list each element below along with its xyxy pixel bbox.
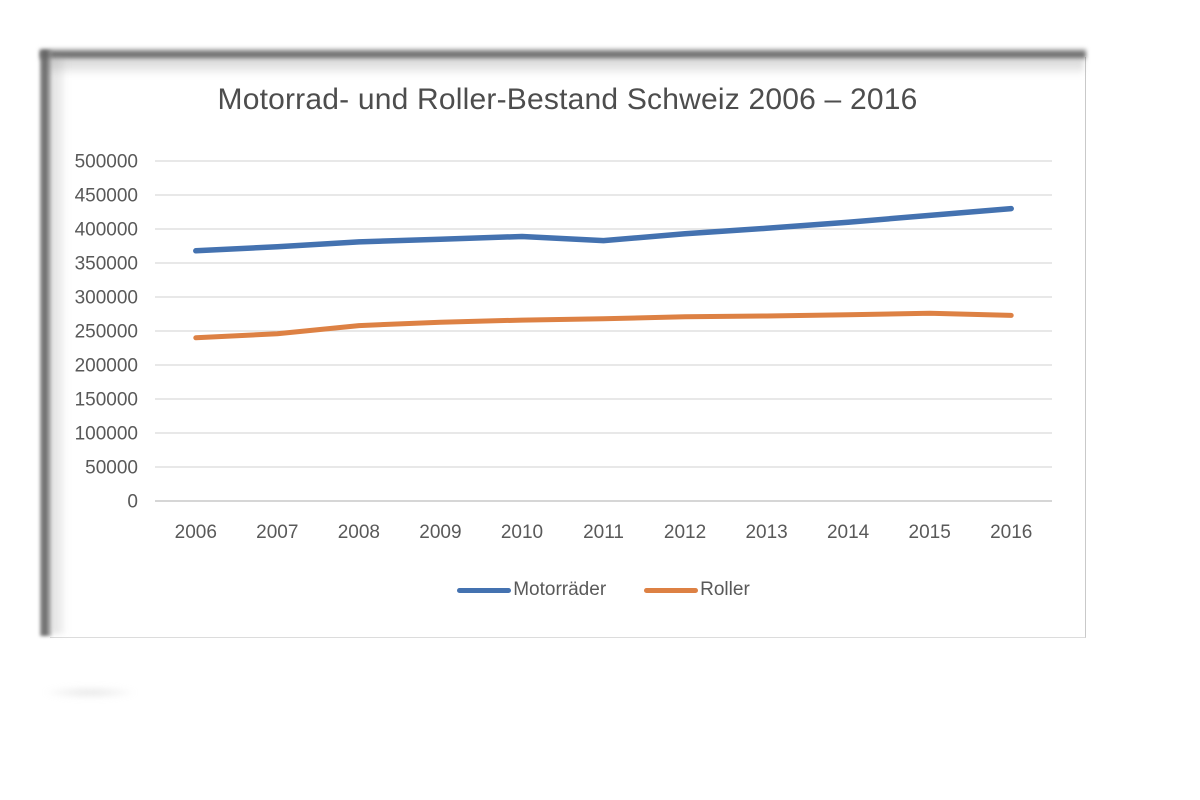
- legend-swatch-motorraeder: [457, 587, 512, 593]
- x-tick-label: 2011: [583, 522, 624, 543]
- panel-shadow-left: [40, 50, 52, 636]
- y-tick-label: 250000: [75, 322, 138, 343]
- y-tick-label: 350000: [75, 254, 138, 275]
- scan-smudge: [42, 686, 138, 699]
- x-tick-label: 2006: [175, 522, 217, 543]
- x-tick-label: 2013: [745, 522, 787, 543]
- legend-item-roller: Roller: [644, 579, 750, 601]
- chart-title: Motorrad- und Roller-Bestand Schweiz 200…: [217, 83, 918, 116]
- x-tick-label: 2014: [827, 522, 870, 543]
- legend-label-motorraeder: Motorräder: [513, 579, 607, 600]
- x-tick-label: 2012: [664, 522, 706, 543]
- y-tick-label: 300000: [75, 288, 138, 309]
- x-tick-label: 2008: [338, 522, 380, 543]
- line-chart: 0 50000 100000 150000 200000 250000 300000 3500…: [75, 152, 1052, 543]
- y-tick-label: 200000: [75, 356, 138, 377]
- series-line-roller: [193, 310, 1014, 341]
- legend-label-roller: Roller: [700, 579, 750, 600]
- y-tick-label: 500000: [75, 152, 138, 173]
- chart-legend: Motorräder Roller: [155, 579, 1052, 601]
- legend-swatch-roller: [644, 587, 699, 593]
- x-tick-label: 2009: [419, 522, 461, 543]
- y-tick-label: 100000: [75, 424, 138, 445]
- panel-shadow-top: [40, 49, 1086, 60]
- y-tick-label: 50000: [85, 458, 138, 479]
- x-tick-label: 2015: [909, 522, 951, 543]
- panel-shadow-left-fade: [52, 56, 68, 634]
- series-line-motorraeder: [193, 205, 1014, 254]
- y-tick-label: 400000: [75, 220, 138, 241]
- x-tick-label: 2007: [256, 522, 298, 543]
- y-tick-label: 450000: [75, 186, 138, 207]
- x-tick-label: 2016: [990, 522, 1032, 543]
- y-tick-label: 150000: [75, 390, 138, 411]
- y-tick-label: 0: [127, 492, 138, 513]
- x-tick-label: 2010: [501, 522, 543, 543]
- chart-panel: Motorrad- und Roller-Bestand Schweiz 200…: [50, 57, 1086, 638]
- legend-item-motorraeder: Motorräder: [457, 579, 606, 601]
- panel-shadow-top-fade: [44, 60, 1084, 76]
